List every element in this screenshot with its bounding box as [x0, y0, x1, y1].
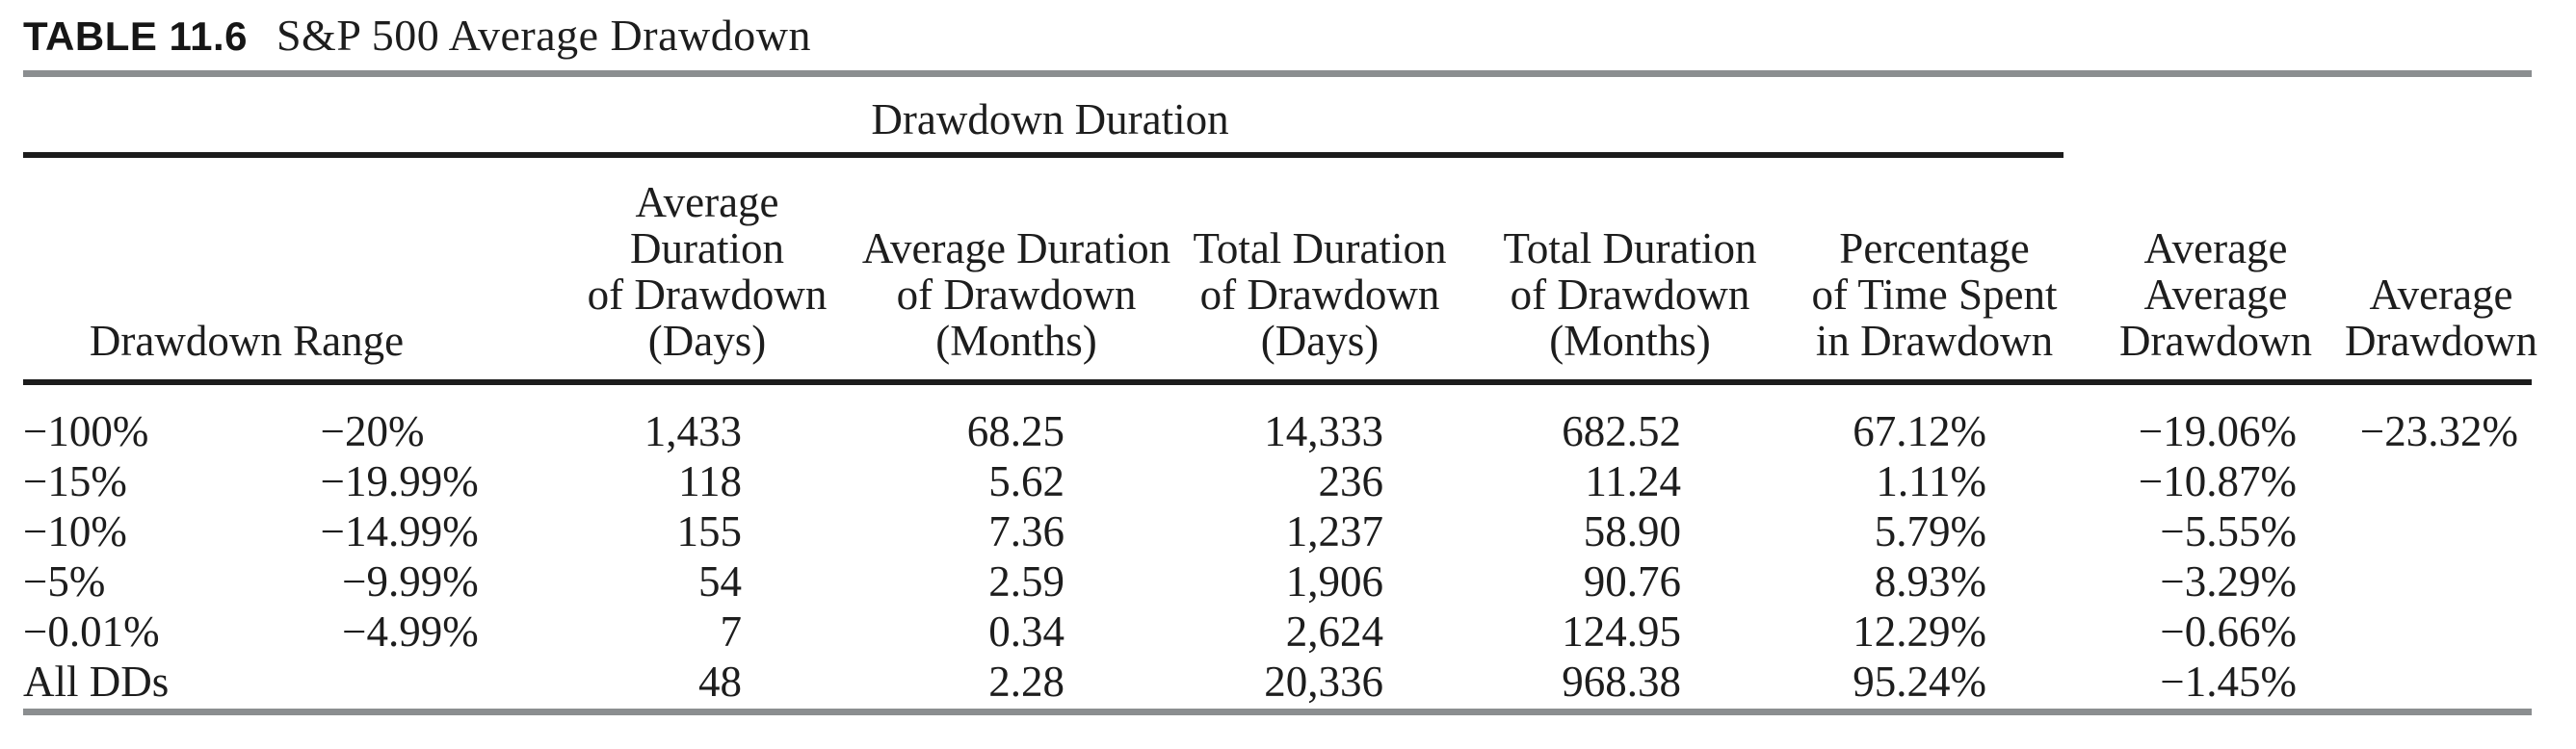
table-row: −100% −20 % 1,433 68.25 14,333 682.52 67… — [0, 406, 2576, 456]
table-title: S&P 500 Average Drawdown — [276, 11, 811, 60]
bottom-rule — [23, 709, 2532, 715]
cell-avg-duration-days: 1,433 — [644, 407, 742, 455]
group-header-drawdown-duration: Drawdown Duration — [871, 95, 1229, 143]
cell-pct-time: 95.24% — [1853, 658, 1986, 706]
cell-pct-time: 8.93% — [1874, 557, 1986, 606]
table-row: All DDs 48 2.28 20,336 968.38 95.24% −1.… — [0, 657, 2576, 707]
header-average-drawdown: Average Drawdown — [2345, 271, 2537, 365]
cell-avg-duration-months: 2.59 — [988, 557, 1065, 606]
cell-total-duration-months: 58.90 — [1583, 507, 1681, 555]
cell-range-from: All DDs — [23, 658, 170, 706]
header-drawdown-range: Drawdown Range — [89, 317, 405, 365]
cell-range-to-frac: .99% — [388, 557, 479, 606]
cell-range-from: −15% — [23, 457, 127, 505]
cell-total-duration-months: 124.95 — [1562, 607, 1681, 656]
cell-avg-duration-months: 7.36 — [988, 507, 1065, 555]
cell-average-average-drawdown: −10.87% — [2138, 457, 2297, 505]
cell-avg-duration-days: 54 — [698, 557, 742, 606]
cell-average-average-drawdown: −19.06% — [2138, 407, 2297, 455]
column-headers: Drawdown Range Average Duration of Drawd… — [0, 179, 2576, 364]
cell-range-to-frac: .99% — [388, 507, 479, 555]
cell-range-from: −10% — [23, 507, 127, 555]
header-average-average-drawdown: Average Average Drawdown — [2119, 224, 2312, 365]
cell-total-duration-months: 11.24 — [1585, 457, 1681, 505]
cell-avg-duration-months: 5.62 — [988, 457, 1065, 505]
cell-pct-time: 1.11% — [1876, 457, 1986, 505]
cell-avg-duration-days: 118 — [678, 457, 742, 505]
cell-range-from: −5% — [23, 557, 106, 606]
cell-average-average-drawdown: −5.55% — [2160, 507, 2297, 555]
cell-total-duration-days: 1,237 — [1285, 507, 1383, 555]
cell-average-average-drawdown: −3.29% — [2160, 557, 2297, 606]
header-rule — [23, 379, 2532, 385]
cell-pct-time: 5.79% — [1874, 507, 1986, 555]
cell-pct-time: 12.29% — [1853, 607, 1986, 656]
cell-avg-duration-days: 48 — [698, 658, 742, 706]
cell-average-average-drawdown: −0.66% — [2160, 607, 2297, 656]
table-number-label: TABLE 11.6 — [23, 13, 248, 59]
cell-avg-duration-days: 7 — [720, 607, 743, 656]
table-caption: TABLE 11.6 S&P 500 Average Drawdown — [23, 10, 811, 61]
cell-avg-duration-months: 68.25 — [966, 407, 1065, 455]
cell-range-to-int: −19 — [320, 457, 388, 505]
cell-range-to-int: −4 — [342, 607, 388, 656]
cell-range-to-frac: .99% — [388, 457, 479, 505]
cell-avg-duration-months: 0.34 — [988, 607, 1065, 656]
table-row: −5% −9 .99% 54 2.59 1,906 90.76 8.93% −3… — [0, 556, 2576, 607]
cell-total-duration-days: 1,906 — [1285, 557, 1383, 606]
table-row: −0.01% −4 .99% 7 0.34 2,624 124.95 12.29… — [0, 607, 2576, 657]
cell-range-to-int: −14 — [320, 507, 388, 555]
cell-total-duration-days: 236 — [1318, 457, 1384, 505]
cell-avg-duration-months: 2.28 — [988, 658, 1065, 706]
cell-avg-duration-days: 155 — [676, 507, 743, 555]
top-rule — [23, 70, 2532, 77]
cell-range-to-frac: % — [388, 407, 425, 455]
cell-total-duration-days: 20,336 — [1264, 658, 1383, 706]
header-total-duration-days: Total Duration of Drawdown (Days) — [1193, 224, 1447, 365]
cell-average-average-drawdown: −1.45% — [2160, 658, 2297, 706]
cell-total-duration-days: 2,624 — [1285, 607, 1383, 656]
table-row: −10% −14 .99% 155 7.36 1,237 58.90 5.79%… — [0, 506, 2576, 556]
cell-range-to-int: −20 — [320, 407, 388, 455]
cell-pct-time: 67.12% — [1853, 407, 1986, 455]
header-total-duration-months: Total Duration of Drawdown (Months) — [1503, 224, 1757, 365]
table-row: −15% −19 .99% 118 5.62 236 11.24 1.11% −… — [0, 456, 2576, 506]
cell-total-duration-months: 90.76 — [1583, 557, 1681, 606]
cell-average-drawdown: −23.32% — [2359, 407, 2518, 455]
header-avg-duration-months: Average Duration of Drawdown (Months) — [861, 224, 1171, 365]
cell-range-from: −100% — [23, 407, 149, 455]
cell-range-to-frac: .99% — [388, 607, 479, 656]
cell-total-duration-days: 14,333 — [1264, 407, 1383, 455]
cell-total-duration-months: 682.52 — [1562, 407, 1681, 455]
header-avg-duration-days: Average Duration of Drawdown (Days) — [587, 178, 828, 365]
header-pct-time-in-drawdown: Percentage of Time Spent in Drawdown — [1811, 224, 2058, 365]
cell-total-duration-months: 968.38 — [1562, 658, 1681, 706]
cell-range-from: −0.01% — [23, 607, 160, 656]
cell-range-to-int: −9 — [342, 557, 388, 606]
group-header-rule — [23, 152, 2063, 158]
